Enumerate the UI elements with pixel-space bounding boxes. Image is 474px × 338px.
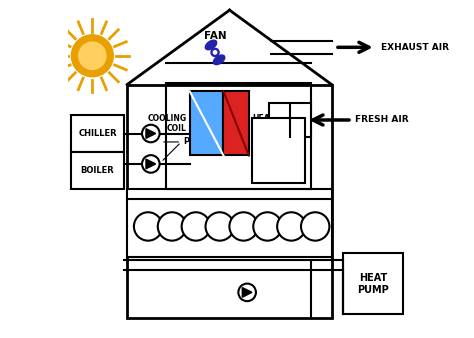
Circle shape bbox=[79, 42, 106, 69]
Circle shape bbox=[134, 212, 162, 241]
Circle shape bbox=[229, 212, 258, 241]
Bar bbox=[72, 152, 124, 189]
Circle shape bbox=[206, 212, 234, 241]
Text: COOLING
COIL: COOLING COIL bbox=[147, 114, 186, 133]
Text: FAN: FAN bbox=[204, 30, 227, 41]
Circle shape bbox=[211, 48, 219, 56]
Circle shape bbox=[253, 212, 282, 241]
Text: RADIATOR: RADIATOR bbox=[254, 146, 302, 155]
Bar bbox=[127, 189, 332, 257]
Circle shape bbox=[142, 125, 160, 142]
Text: EXHAUST AIR: EXHAUST AIR bbox=[381, 43, 449, 52]
Polygon shape bbox=[146, 159, 155, 169]
Ellipse shape bbox=[205, 40, 217, 50]
Bar bbox=[127, 84, 332, 318]
Bar bbox=[252, 118, 305, 183]
Text: HEATING
COIL: HEATING COIL bbox=[252, 114, 290, 133]
Circle shape bbox=[142, 155, 160, 173]
Circle shape bbox=[238, 284, 256, 301]
Circle shape bbox=[277, 212, 306, 241]
Ellipse shape bbox=[213, 55, 225, 65]
Bar bbox=[269, 103, 311, 137]
Bar bbox=[223, 91, 249, 155]
Circle shape bbox=[301, 212, 329, 241]
Bar bbox=[190, 91, 223, 155]
Text: FRESH AIR: FRESH AIR bbox=[356, 116, 409, 124]
Text: BOILER: BOILER bbox=[81, 166, 114, 175]
Polygon shape bbox=[242, 288, 252, 297]
Polygon shape bbox=[146, 129, 155, 138]
Circle shape bbox=[182, 212, 210, 241]
Bar bbox=[344, 254, 402, 314]
Bar bbox=[72, 115, 124, 152]
Text: CHILLER: CHILLER bbox=[78, 129, 117, 138]
Circle shape bbox=[72, 35, 113, 77]
Circle shape bbox=[213, 51, 217, 54]
Text: HEAT
PUMP: HEAT PUMP bbox=[357, 273, 389, 295]
Circle shape bbox=[158, 212, 186, 241]
Text: PUMP: PUMP bbox=[183, 138, 210, 146]
